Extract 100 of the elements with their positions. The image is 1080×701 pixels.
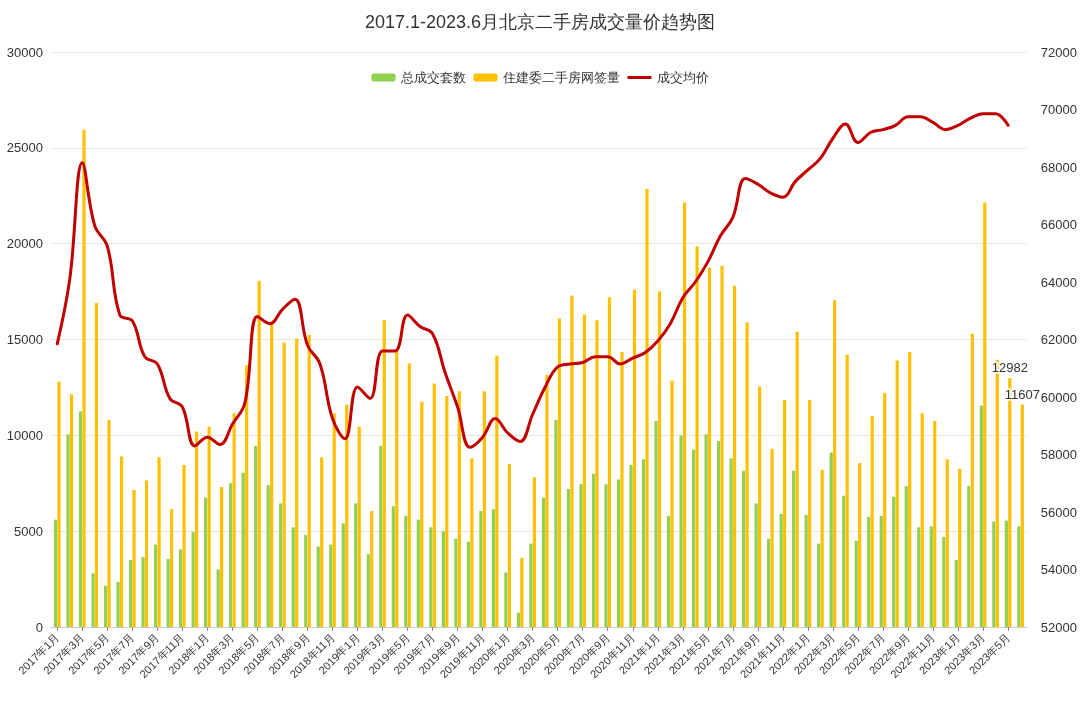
- bar: [354, 503, 358, 627]
- bar: [370, 511, 374, 627]
- y-tick-label: 25000: [6, 140, 43, 156]
- bar: [229, 483, 233, 627]
- y2-tick-label: 72000: [1040, 44, 1078, 60]
- bar: [116, 581, 120, 627]
- bar: [783, 399, 787, 627]
- bar: [729, 458, 733, 627]
- bar: [616, 479, 621, 627]
- bar: [429, 527, 433, 627]
- bar: [858, 463, 862, 627]
- bar: [103, 585, 108, 627]
- bar: [691, 449, 696, 627]
- bar: [341, 523, 345, 627]
- bar: [767, 538, 771, 627]
- bar: [216, 569, 220, 627]
- y2-tick-label: 68000: [1040, 159, 1078, 175]
- bar: [66, 434, 70, 627]
- bar: [942, 536, 946, 627]
- bar: [119, 456, 124, 627]
- bar: [407, 363, 411, 627]
- bar: [670, 380, 674, 627]
- bar: [144, 480, 149, 627]
- bar: [395, 351, 399, 627]
- bar: [482, 391, 486, 627]
- bar: [504, 572, 508, 627]
- bar: [454, 538, 458, 627]
- bar: [979, 405, 983, 627]
- bar: [191, 532, 195, 627]
- bar: [266, 485, 270, 627]
- bar: [254, 445, 258, 627]
- bar: [666, 515, 671, 627]
- bar: [657, 291, 662, 627]
- bar: [707, 267, 712, 627]
- bar: [57, 381, 61, 627]
- y2-tick-label: 58000: [1040, 447, 1078, 462]
- bar: [182, 465, 186, 627]
- y2-tick-label: 70000: [1040, 102, 1078, 117]
- bar: [132, 489, 136, 627]
- bar: [908, 351, 912, 627]
- bar: [604, 484, 608, 627]
- bar: [345, 404, 349, 627]
- y2-tick-label: 66000: [1040, 217, 1078, 232]
- bar: [507, 464, 511, 627]
- bar: [854, 540, 858, 627]
- bar: [179, 549, 183, 627]
- bar: [757, 386, 762, 627]
- bar: [679, 435, 683, 627]
- y2-tick-label: 64000: [1040, 274, 1078, 290]
- bar: [867, 516, 871, 627]
- bar: [954, 559, 958, 627]
- bar: [220, 487, 224, 627]
- bar: [329, 544, 333, 627]
- bar: [892, 496, 896, 627]
- bar: [295, 338, 299, 627]
- bar: [466, 541, 470, 627]
- bar: [320, 457, 324, 627]
- bar: [495, 355, 499, 627]
- y2-tick-label: 52000: [1040, 619, 1078, 635]
- bar: [532, 477, 536, 627]
- bar: [870, 416, 874, 627]
- bar: [945, 459, 949, 627]
- bar: [795, 331, 799, 627]
- bar: [620, 351, 624, 627]
- bar: [745, 322, 749, 627]
- bar: [154, 544, 158, 627]
- bar: [195, 431, 199, 627]
- bar: [629, 465, 633, 627]
- y2-tick-label: 60000: [1040, 389, 1078, 405]
- bar: [169, 509, 174, 627]
- bar: [554, 420, 558, 627]
- legend-label: 住建委二手房网签量: [501, 70, 620, 85]
- bar: [529, 543, 533, 627]
- bar: [808, 399, 812, 627]
- bar: [754, 503, 758, 627]
- bar: [779, 513, 783, 627]
- bar: [641, 459, 646, 627]
- y-tick-label: 5000: [14, 523, 43, 539]
- bar: [316, 546, 320, 627]
- bar: [445, 396, 449, 627]
- bar: [566, 489, 571, 627]
- bar: [958, 468, 962, 627]
- bar: [441, 531, 445, 627]
- bar: [257, 281, 261, 627]
- bar: [967, 486, 971, 627]
- bar: [232, 413, 236, 627]
- bar: [382, 320, 386, 627]
- bar: [792, 470, 796, 627]
- bar: [520, 558, 524, 627]
- bar: [432, 383, 436, 627]
- legend-label: 成交均价: [656, 70, 709, 85]
- bar: [279, 503, 283, 627]
- bar: [416, 519, 420, 627]
- bar: [595, 320, 599, 627]
- bar: [307, 334, 311, 627]
- bar: [682, 202, 687, 627]
- bar: [720, 265, 724, 627]
- bar: [141, 557, 145, 627]
- bar: [983, 202, 987, 627]
- bar: [904, 486, 908, 627]
